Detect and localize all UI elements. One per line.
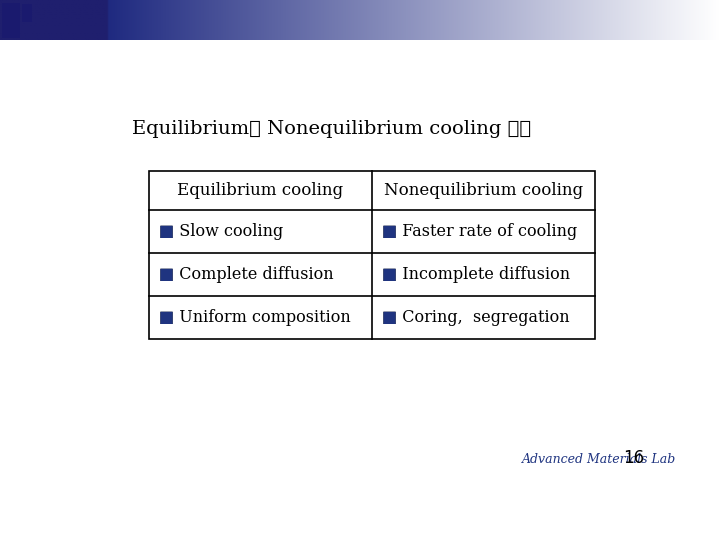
Text: Equilibrium와 Nonequilibrium cooling 비교: Equilibrium와 Nonequilibrium cooling 비교	[132, 119, 531, 138]
Text: ■ Incomplete diffusion: ■ Incomplete diffusion	[382, 266, 570, 284]
Text: ■ Coring,  segregation: ■ Coring, segregation	[382, 309, 570, 326]
FancyBboxPatch shape	[2, 3, 20, 38]
Text: ■ Uniform composition: ■ Uniform composition	[158, 309, 351, 326]
Text: 16: 16	[623, 449, 644, 467]
Text: ■: ■	[158, 309, 174, 326]
Text: ■: ■	[382, 266, 397, 284]
Text: ■: ■	[158, 266, 174, 284]
Text: ■ Complete diffusion: ■ Complete diffusion	[158, 266, 333, 284]
Text: ■ Slow cooling: ■ Slow cooling	[158, 224, 283, 240]
FancyBboxPatch shape	[22, 4, 32, 22]
Text: ■ Faster rate of cooling: ■ Faster rate of cooling	[382, 224, 577, 240]
Text: ■: ■	[382, 309, 397, 326]
Text: ■: ■	[158, 224, 174, 240]
Text: Equilibrium cooling: Equilibrium cooling	[177, 182, 343, 199]
Text: ■: ■	[382, 224, 397, 240]
Text: Nonequilibrium cooling: Nonequilibrium cooling	[384, 182, 583, 199]
Text: Advanced Materials Lab: Advanced Materials Lab	[523, 453, 677, 466]
Bar	[148, 171, 595, 339]
